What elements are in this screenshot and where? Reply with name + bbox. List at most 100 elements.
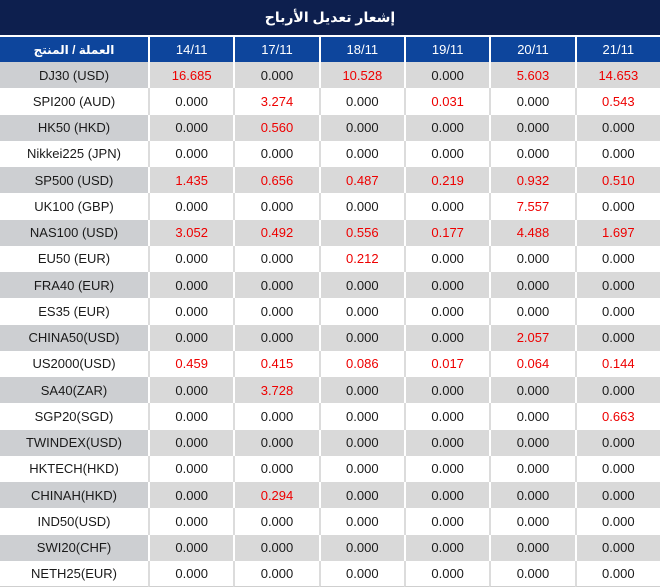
table-row: SGP20(SGD) 0.000 0.000 0.000 0.000 0.000 0.663 xyxy=(0,403,660,430)
value-cell: 0.000 xyxy=(403,272,490,299)
product-cell: SPI200 (AUD) xyxy=(0,88,148,115)
table-row: EU50 (EUR) 0.000 0.000 0.212 0.000 0.000 0.000 xyxy=(0,245,660,272)
value-cell: 0.000 xyxy=(148,429,234,456)
value-cell: 0.000 xyxy=(148,455,234,482)
value-cell: 0.000 xyxy=(318,403,404,430)
value-cell: 0.000 xyxy=(148,245,234,272)
value-cell: 1.435 xyxy=(148,167,234,194)
value-cell: 1.697 xyxy=(574,219,660,246)
page-title: إشعار تعديل الأرباح xyxy=(264,9,396,25)
value-cell: 0.000 xyxy=(574,298,660,325)
product-cell: CHINA50(USD) xyxy=(0,324,148,351)
value-cell: 0.000 xyxy=(489,482,575,509)
value-cell: 0.000 xyxy=(403,508,490,535)
value-cell: 0.000 xyxy=(148,560,234,587)
table-row: HKTECH(HKD) 0.000 0.000 0.000 0.000 0.000 0.00… xyxy=(0,455,660,482)
column-header-product: العملة / المنتج xyxy=(0,37,148,62)
product-cell: TWINDEX(USD) xyxy=(0,429,148,456)
value-cell: 0.000 xyxy=(318,298,404,325)
value-cell: 0.000 xyxy=(403,482,490,509)
value-cell: 0.000 xyxy=(574,429,660,456)
value-cell: 0.000 xyxy=(574,324,660,351)
product-cell: DJ30 (USD) xyxy=(0,62,148,89)
table-row: SA40(ZAR) 0.000 3.728 0.000 0.000 0.000 0.000 xyxy=(0,377,660,404)
table-row: IND50(USD) 0.000 0.000 0.000 0.000 0.000 0.000 xyxy=(0,508,660,535)
value-cell: 0.000 xyxy=(489,455,575,482)
value-cell: 0.000 xyxy=(574,140,660,167)
value-cell: 0.000 xyxy=(318,324,404,351)
value-cell: 0.000 xyxy=(489,403,575,430)
value-cell: 0.000 xyxy=(233,429,319,456)
product-cell: SGP20(SGD) xyxy=(0,403,148,430)
value-cell: 0.000 xyxy=(148,403,234,430)
value-cell: 0.487 xyxy=(318,167,404,194)
value-cell: 0.000 xyxy=(574,245,660,272)
table-row: DJ30 (USD) 16.685 0.000 10.528 0.000 5.603 14.… xyxy=(0,62,660,89)
value-cell: 0.000 xyxy=(489,429,575,456)
value-cell: 0.000 xyxy=(318,482,404,509)
value-cell: 0.000 xyxy=(318,272,404,299)
value-cell: 0.932 xyxy=(489,167,575,194)
value-cell: 0.000 xyxy=(233,508,319,535)
table-row: NETH25(EUR) 0.000 0.000 0.000 0.000 0.000 0.00… xyxy=(0,560,660,587)
value-cell: 0.000 xyxy=(233,245,319,272)
value-cell: 0.000 xyxy=(148,193,234,220)
value-cell: 0.663 xyxy=(574,403,660,430)
page-title-bar: إشعار تعديل الأرباح xyxy=(0,0,660,37)
value-cell: 0.000 xyxy=(403,403,490,430)
value-cell: 10.528 xyxy=(318,62,404,89)
value-cell: 0.031 xyxy=(403,88,490,115)
value-cell: 0.000 xyxy=(148,508,234,535)
value-cell: 0.000 xyxy=(318,193,404,220)
value-cell: 4.488 xyxy=(489,219,575,246)
value-cell: 3.728 xyxy=(233,377,319,404)
column-header-date: 18/11 xyxy=(318,37,404,62)
value-cell: 0.219 xyxy=(403,167,490,194)
value-cell: 0.543 xyxy=(574,88,660,115)
value-cell: 2.057 xyxy=(489,324,575,351)
value-cell: 0.656 xyxy=(233,167,319,194)
value-cell: 0.000 xyxy=(318,560,404,587)
value-cell: 0.000 xyxy=(233,455,319,482)
table-body: DJ30 (USD) 16.685 0.000 10.528 0.000 5.603 14.… xyxy=(0,62,660,587)
value-cell: 0.000 xyxy=(318,534,404,561)
value-cell: 0.000 xyxy=(233,298,319,325)
product-cell: US2000(USD) xyxy=(0,350,148,377)
table-header-row: العملة / المنتج 14/11 17/11 18/11 19/11 … xyxy=(0,37,660,62)
value-cell: 0.000 xyxy=(574,193,660,220)
value-cell: 0.000 xyxy=(403,298,490,325)
value-cell: 0.556 xyxy=(318,219,404,246)
value-cell: 0.000 xyxy=(403,245,490,272)
product-cell: SWI20(CHF) xyxy=(0,534,148,561)
value-cell: 0.000 xyxy=(403,560,490,587)
value-cell: 14.653 xyxy=(574,62,660,89)
value-cell: 0.000 xyxy=(403,429,490,456)
value-cell: 0.000 xyxy=(148,377,234,404)
value-cell: 3.274 xyxy=(233,88,319,115)
column-header-date: 14/11 xyxy=(148,37,234,62)
product-cell: Nikkei225 (JPN) xyxy=(0,140,148,167)
value-cell: 0.000 xyxy=(489,377,575,404)
value-cell: 0.000 xyxy=(489,114,575,141)
value-cell: 0.000 xyxy=(489,88,575,115)
value-cell: 0.000 xyxy=(148,140,234,167)
value-cell: 7.557 xyxy=(489,193,575,220)
table-row: US2000(USD) 0.459 0.415 0.086 0.017 0.064 0.14… xyxy=(0,350,660,377)
product-cell: IND50(USD) xyxy=(0,508,148,535)
value-cell: 0.000 xyxy=(489,298,575,325)
value-cell: 0.000 xyxy=(318,455,404,482)
value-cell: 0.212 xyxy=(318,245,404,272)
product-cell: CHINAH(HKD) xyxy=(0,482,148,509)
value-cell: 0.000 xyxy=(489,245,575,272)
product-cell: NAS100 (USD) xyxy=(0,219,148,246)
value-cell: 0.000 xyxy=(574,455,660,482)
value-cell: 0.000 xyxy=(403,140,490,167)
value-cell: 0.000 xyxy=(574,482,660,509)
table-row: UK100 (GBP) 0.000 0.000 0.000 0.000 7.557 0.00… xyxy=(0,193,660,220)
value-cell: 0.000 xyxy=(233,324,319,351)
value-cell: 0.000 xyxy=(233,140,319,167)
value-cell: 0.017 xyxy=(403,350,490,377)
value-cell: 0.000 xyxy=(574,114,660,141)
value-cell: 0.000 xyxy=(489,508,575,535)
